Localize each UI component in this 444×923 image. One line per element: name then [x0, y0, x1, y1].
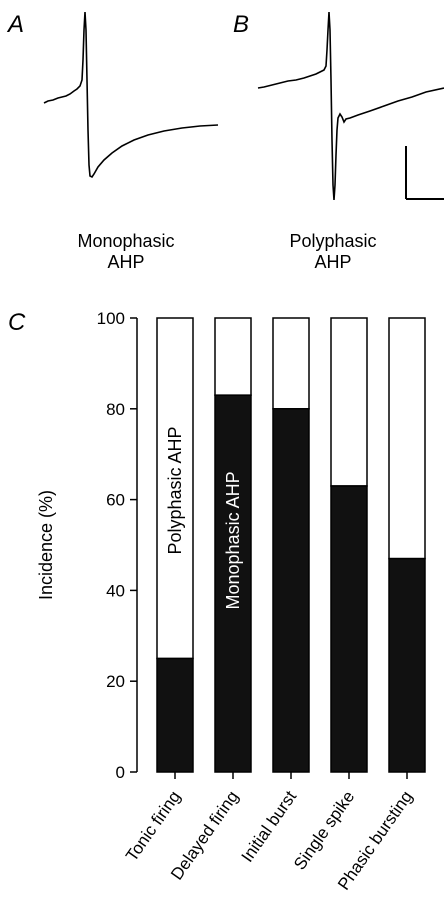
bar-monophasic-segment: [214, 394, 252, 773]
y-axis-label: Incidence (%): [36, 490, 56, 600]
y-tick-label: 60: [106, 491, 125, 510]
y-tick-label: 20: [106, 672, 125, 691]
y-tick-label: 40: [106, 581, 125, 600]
caption-a-line1: Monophasic: [77, 231, 174, 251]
bar-polyphasic-segment: [156, 317, 194, 660]
polyphasic-trace: [257, 11, 444, 201]
bar-polyphasic-segment: [272, 317, 310, 410]
bar-monophasic-segment: [272, 408, 310, 773]
x-category-label: Initial burst: [238, 787, 301, 865]
panel-a-letter: A: [6, 11, 24, 38]
annotation-polyphasic-ahp: Polyphasic AHP: [165, 426, 185, 554]
y-tick-label: 100: [97, 309, 125, 328]
monophasic-trace: [43, 11, 219, 179]
bar-monophasic-segment: [330, 485, 368, 773]
bar-monophasic-segment: [156, 657, 194, 773]
y-tick-label: 0: [116, 763, 125, 782]
annotation-monophasic-ahp: Monophasic AHP: [223, 471, 243, 609]
caption-a-line2: AHP: [107, 252, 144, 272]
y-tick-label: 80: [106, 400, 125, 419]
scale-bar: [405, 146, 444, 200]
panel-b-letter: B: [233, 11, 249, 38]
caption-b-line2: AHP: [314, 252, 351, 272]
bar-monophasic-segment: [388, 557, 426, 773]
x-category-label: Single spike: [290, 787, 358, 873]
bar-polyphasic-segment: [330, 317, 368, 487]
caption-b-line1: Polyphasic: [289, 231, 376, 251]
bar-polyphasic-segment: [214, 317, 252, 396]
panel-c-letter: C: [8, 309, 26, 336]
x-category-label: Tonic firing: [122, 787, 184, 864]
bar-polyphasic-segment: [388, 317, 426, 560]
